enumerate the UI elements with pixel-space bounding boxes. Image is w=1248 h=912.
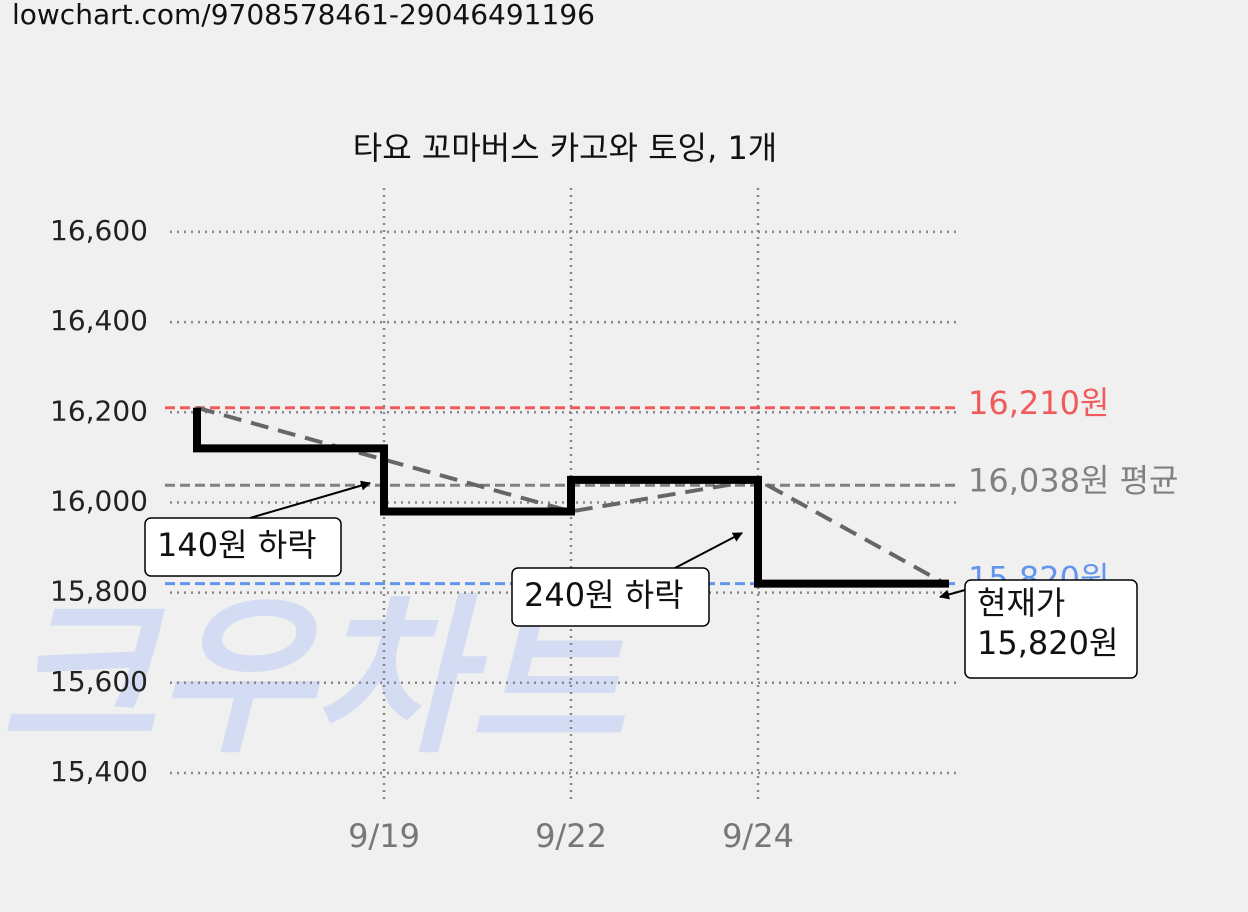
y-tick-label: 16,400 [50, 304, 148, 337]
annotation-text: 현재가 [977, 584, 1065, 622]
reference-label: 16,210원 [968, 384, 1109, 422]
x-tick-label: 9/22 [535, 817, 607, 855]
annotation-arrow [674, 532, 743, 569]
y-tick-label: 15,600 [50, 665, 148, 698]
annotation-box [144, 517, 342, 577]
annotation-arrow [249, 480, 371, 519]
y-tick-label: 15,400 [50, 755, 148, 788]
trend-line [196, 405, 946, 586]
y-tick-label: 15,800 [50, 575, 148, 608]
url: lowchart.com/9708578461-29046491196 [12, 0, 595, 31]
annotation-text: 140원 하락 [157, 526, 317, 564]
y-tick-label: 16,200 [50, 394, 148, 427]
annotation-box [511, 567, 710, 627]
annotation-box [964, 579, 1138, 679]
reference-label: 16,038원 평균 [968, 461, 1178, 499]
y-tick-label: 16,600 [50, 214, 148, 247]
annotation-text: 240원 하락 [524, 576, 684, 614]
annotation-text: 15,820원 [977, 624, 1118, 662]
y-tick-label: 16,000 [50, 484, 148, 517]
annotation-arrow [939, 589, 966, 600]
x-tick-label: 9/19 [348, 817, 420, 855]
x-tick-label: 9/24 [722, 817, 794, 855]
chart-title: 타요 꼬마버스 카고와 토잉, 1개 [353, 129, 778, 167]
